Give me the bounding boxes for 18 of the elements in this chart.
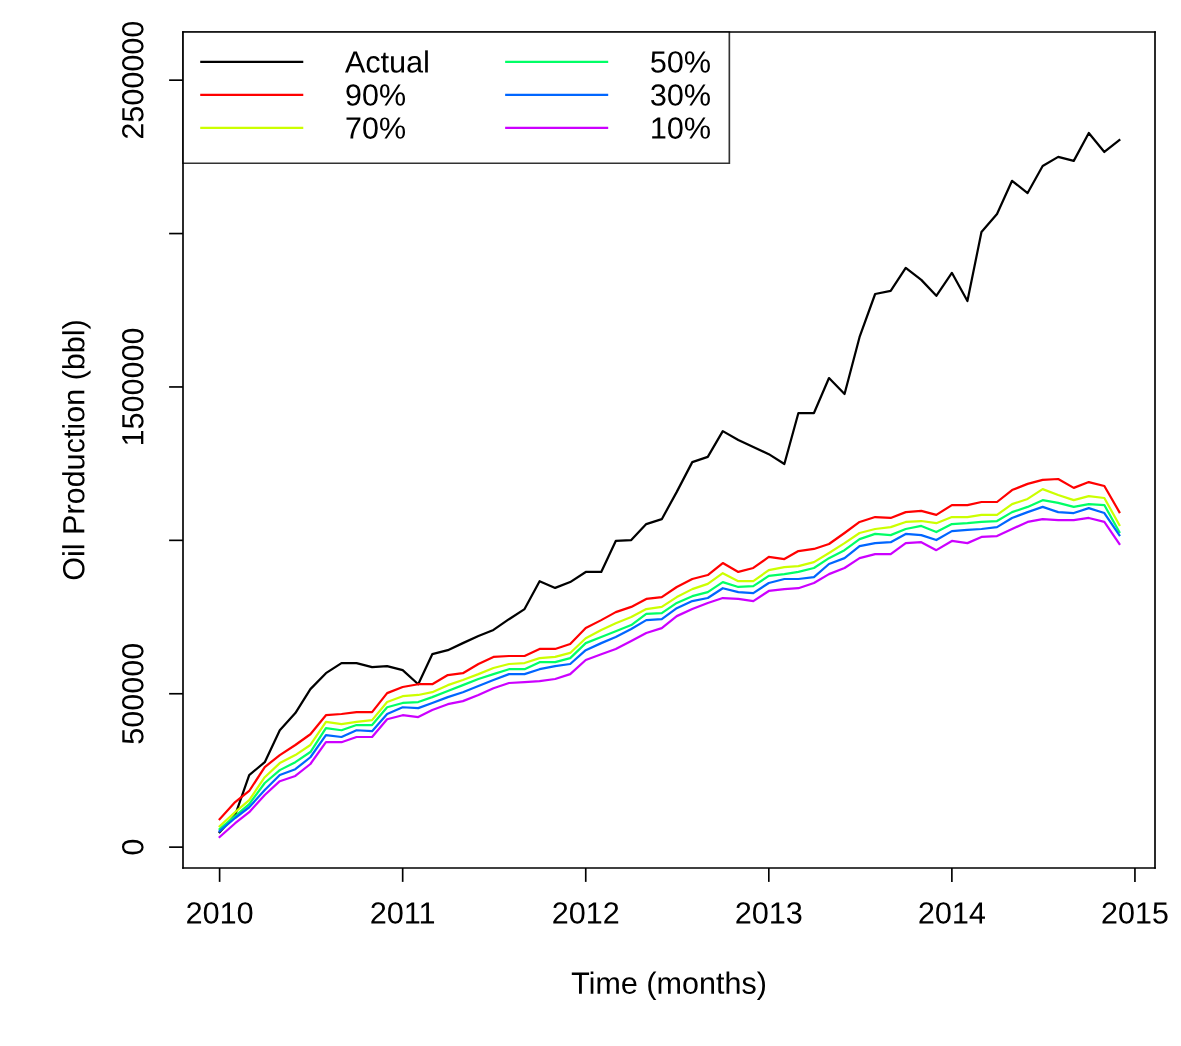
x-axis-title: Time (months) [571,971,766,1000]
y-tick-label: 2500000 [121,21,144,139]
legend-label: 50% [651,51,710,73]
x-tick-label: 2014 [919,902,985,924]
y-axis-title: Oil Production (bbl) [62,321,91,580]
x-tick-label: 2013 [736,902,802,924]
legend-label: Actual [345,50,428,73]
x-tick-label: 2012 [553,902,619,924]
y-tick-label: 500000 [121,643,144,744]
x-tick-label: 2011 [371,902,435,924]
x-tick-label: 2010 [187,902,253,924]
legend-label: 90% [346,84,406,106]
y-tick-label: 1500000 [121,328,144,445]
legend-label: 30% [651,84,710,106]
legend-label: 70% [346,117,406,139]
legend-label: 10% [652,117,710,139]
x-tick-label: 2015 [1102,902,1168,924]
y-tick-label: 0 [121,839,144,855]
